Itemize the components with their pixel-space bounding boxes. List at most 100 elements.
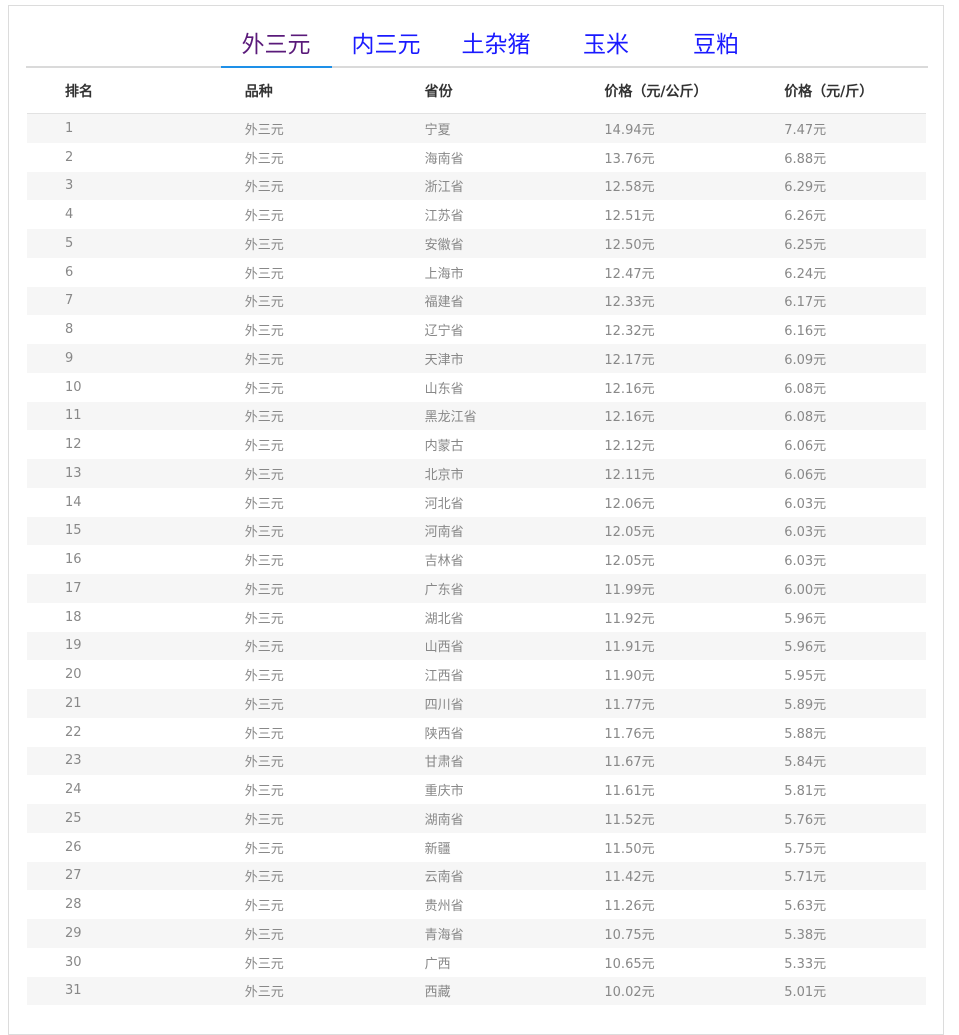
cell-province: 内蒙古 xyxy=(424,439,464,455)
header-price-kg: 价格（元/公斤） xyxy=(604,83,708,100)
table-row: 29 外三元 青海省 10.75元 5.38元 xyxy=(27,919,926,948)
table-row: 15 外三元 河南省 12.05元 6.03元 xyxy=(27,516,926,546)
tab-yu-mi[interactable]: 玉米 xyxy=(583,32,629,58)
cell-price-jin: 5.96元 xyxy=(784,611,827,627)
cell-rank: 21 xyxy=(65,695,82,711)
cell-price-jin: 5.89元 xyxy=(784,697,827,713)
cell-rank: 15 xyxy=(65,523,82,539)
table-row: 8 外三元 辽宁省 12.32元 6.16元 xyxy=(27,315,926,344)
table-header: 排名 品种 省份 价格（元/公斤） 价格（元/斤） xyxy=(27,68,926,114)
cell-province: 江苏省 xyxy=(424,209,464,225)
table-row: 23 外三元 甘肃省 11.67元 5.84元 xyxy=(27,746,926,776)
cell-price-jin: 6.03元 xyxy=(784,554,827,570)
table-row: 16 外三元 吉林省 12.05元 6.03元 xyxy=(27,545,926,574)
cell-price-jin: 6.29元 xyxy=(784,180,827,196)
cell-province: 重庆市 xyxy=(424,784,464,800)
cell-breed: 外三元 xyxy=(244,266,284,282)
cell-price-jin: 5.38元 xyxy=(784,927,827,943)
cell-breed: 外三元 xyxy=(244,582,284,598)
cell-rank: 27 xyxy=(65,868,82,884)
cell-price-jin: 6.26元 xyxy=(784,209,827,225)
cell-price-kg: 12.50元 xyxy=(604,237,655,253)
tab-dou-po[interactable]: 豆粕 xyxy=(693,32,739,58)
cell-price-kg: 11.42元 xyxy=(604,870,655,886)
cell-breed: 外三元 xyxy=(244,151,284,167)
cell-price-kg: 12.58元 xyxy=(604,180,655,196)
cell-province: 陕西省 xyxy=(424,726,464,742)
cell-rank: 23 xyxy=(65,753,82,769)
cell-breed: 外三元 xyxy=(244,352,284,368)
table-row: 24 外三元 重庆市 11.61元 5.81元 xyxy=(27,775,926,804)
cell-breed: 外三元 xyxy=(244,237,284,253)
cell-price-jin: 5.33元 xyxy=(784,956,827,972)
cell-breed: 外三元 xyxy=(244,985,284,1001)
cell-price-kg: 11.76元 xyxy=(604,726,655,742)
cell-breed: 外三元 xyxy=(244,554,284,570)
cell-price-kg: 12.47元 xyxy=(604,266,655,282)
cell-breed: 外三元 xyxy=(244,410,284,426)
cell-price-kg: 11.91元 xyxy=(604,640,655,656)
table-row: 22 外三元 陕西省 11.76元 5.88元 xyxy=(27,718,926,747)
cell-rank: 18 xyxy=(65,609,82,625)
cell-price-kg: 11.26元 xyxy=(604,899,655,915)
cell-rank: 29 xyxy=(65,925,82,941)
cell-province: 河南省 xyxy=(424,525,464,541)
cell-rank: 8 xyxy=(65,322,74,338)
cell-breed: 外三元 xyxy=(244,525,284,541)
cell-breed: 外三元 xyxy=(244,122,284,138)
cell-price-jin: 6.00元 xyxy=(784,582,827,598)
cell-breed: 外三元 xyxy=(244,324,284,340)
cell-price-jin: 5.63元 xyxy=(784,899,827,915)
cell-rank: 11 xyxy=(65,408,82,424)
cell-breed: 外三元 xyxy=(244,640,284,656)
cell-price-jin: 6.17元 xyxy=(784,295,827,311)
cell-province: 贵州省 xyxy=(424,899,464,915)
table-row: 11 外三元 黑龙江省 12.16元 6.08元 xyxy=(27,401,926,431)
cell-province: 浙江省 xyxy=(424,180,464,196)
cell-breed: 外三元 xyxy=(244,755,284,771)
cell-price-kg: 12.16元 xyxy=(604,381,655,397)
cell-rank: 5 xyxy=(65,235,74,251)
table-row: 19 外三元 山西省 11.91元 5.96元 xyxy=(27,631,926,661)
table-row: 3 外三元 浙江省 12.58元 6.29元 xyxy=(27,171,926,201)
cell-rank: 10 xyxy=(65,379,82,395)
table-row: 9 外三元 天津市 12.17元 6.09元 xyxy=(27,344,926,373)
tab-nei-san-yuan[interactable]: 内三元 xyxy=(351,32,421,58)
cell-province: 天津市 xyxy=(424,352,464,368)
table-row: 25 外三元 湖南省 11.52元 5.76元 xyxy=(27,804,926,833)
cell-rank: 17 xyxy=(65,580,82,596)
cell-rank: 22 xyxy=(65,724,82,740)
cell-province: 安徽省 xyxy=(424,237,464,253)
cell-province: 河北省 xyxy=(424,496,464,512)
cell-price-kg: 10.75元 xyxy=(604,927,655,943)
cell-rank: 20 xyxy=(65,667,82,683)
table-row: 17 外三元 广东省 11.99元 6.00元 xyxy=(27,574,926,603)
table-row: 4 外三元 江苏省 12.51元 6.26元 xyxy=(27,200,926,229)
cell-price-kg: 12.17元 xyxy=(604,352,655,368)
cell-price-jin: 6.06元 xyxy=(784,467,827,483)
tab-tu-za-zhu[interactable]: 土杂猪 xyxy=(461,32,531,58)
cell-breed: 外三元 xyxy=(244,669,284,685)
header-province: 省份 xyxy=(424,83,453,100)
table-row: 14 外三元 河北省 12.06元 6.03元 xyxy=(27,488,926,517)
table-row: 30 外三元 广西 10.65元 5.33元 xyxy=(27,948,926,977)
cell-price-kg: 11.50元 xyxy=(604,841,655,857)
cell-price-jin: 5.96元 xyxy=(784,640,827,656)
cell-price-jin: 6.08元 xyxy=(784,410,827,426)
cell-province: 青海省 xyxy=(424,927,464,943)
cell-price-jin: 5.01元 xyxy=(784,985,827,1001)
cell-breed: 外三元 xyxy=(244,870,284,886)
cell-price-kg: 12.05元 xyxy=(604,554,655,570)
cell-province: 辽宁省 xyxy=(424,324,464,340)
tab-wai-san-yuan[interactable]: 外三元 xyxy=(241,32,311,58)
table-row: 7 外三元 福建省 12.33元 6.17元 xyxy=(27,286,926,316)
cell-breed: 外三元 xyxy=(244,899,284,915)
header-rank: 排名 xyxy=(65,83,93,100)
cell-price-jin: 6.06元 xyxy=(784,439,827,455)
cell-province: 广西 xyxy=(424,956,451,972)
cell-price-kg: 12.05元 xyxy=(604,525,655,541)
cell-rank: 16 xyxy=(65,552,82,568)
cell-province: 宁夏 xyxy=(424,122,451,138)
table-row: 28 外三元 贵州省 11.26元 5.63元 xyxy=(27,890,926,919)
cell-breed: 外三元 xyxy=(244,467,284,483)
